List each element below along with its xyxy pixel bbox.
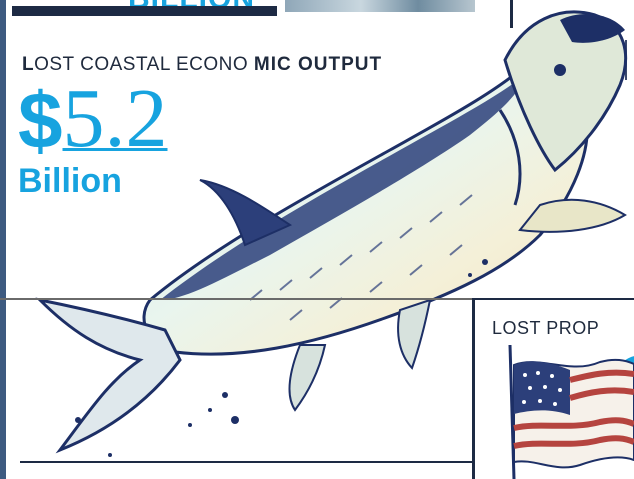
fish-back [160, 75, 525, 300]
lost-property-label: LOST PROP [492, 318, 600, 338]
dollar-sign: $ [18, 76, 63, 165]
fish-head [503, 10, 628, 173]
bottom-divider [20, 461, 472, 463]
label-first-letter: L [22, 54, 35, 75]
left-edge-stripe [0, 0, 6, 479]
fish-eye [554, 64, 566, 76]
lost-economic-output-label: LOST COASTAL ECONO MIC OUTPUT [22, 54, 382, 76]
label-bold: MIC OUTPUT [253, 54, 383, 75]
right-box-top-rule [474, 298, 634, 300]
label-rest: OST COASTAL ECONO [34, 54, 249, 75]
fish-tail [35, 297, 182, 454]
middle-divider [0, 298, 634, 300]
fish-scales [249, 194, 473, 321]
fish-body [142, 65, 589, 356]
right-box-left-rule [472, 298, 475, 479]
fish-anal-fin [397, 298, 432, 370]
fish-pelvic-fin [288, 344, 327, 412]
american-flag-illustration [508, 344, 634, 479]
top-divider-bar [12, 6, 277, 16]
economic-output-value: $5.2 [18, 70, 168, 167]
fish-jaw [560, 14, 625, 43]
top-vertical-rule [510, 0, 513, 28]
amount-value: 5.2 [62, 72, 168, 165]
flag-stripes [513, 369, 634, 449]
flag-stars [522, 371, 562, 406]
fish-pectoral-fin [518, 198, 627, 233]
top-photo-strip [285, 0, 475, 12]
amount-unit: Billion [18, 162, 122, 200]
fish-dorsal-fin [199, 179, 293, 247]
flag-canton [514, 361, 570, 415]
ink-spatter [75, 259, 488, 457]
